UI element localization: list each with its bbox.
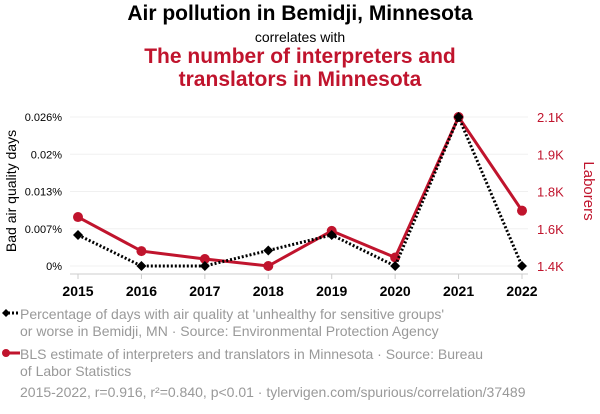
title2-line2: translators in Minnesota (178, 68, 422, 91)
legend-text: or worse in Bemidji, MN · Source: Enviro… (20, 323, 439, 339)
legend-text: of Labor Statistics (20, 363, 132, 379)
data-point-bls (73, 212, 83, 223)
data-point-air (517, 261, 527, 271)
legend-text: BLS estimate of interpreters and transla… (20, 346, 484, 362)
legend-marker-air (2, 309, 10, 317)
y2-tick-label: 2.1K (537, 110, 564, 125)
data-point-air (263, 245, 274, 256)
legend-text: Percentage of days with air quality at '… (20, 306, 445, 322)
data-point-air (136, 261, 147, 271)
data-point-air (326, 229, 337, 240)
y-tick-label: 0.013% (25, 187, 63, 199)
y2-axis-label: Laborers (580, 161, 597, 220)
y-tick-label: 0.02% (31, 149, 62, 161)
x-tick-label: 2017 (189, 283, 220, 299)
series-line-bls (77, 113, 524, 268)
y-tick-label: 0.007% (25, 224, 63, 236)
legend-marker-bls (2, 349, 10, 357)
title2-line1: The number of interpreters and (144, 45, 456, 68)
x-tick-label: 2019 (316, 283, 347, 299)
y2-tick-label: 1.8K (537, 185, 564, 200)
x-tick-label: 2021 (443, 283, 474, 299)
data-point-air (73, 229, 83, 240)
y2-tick-label: 1.6K (537, 222, 564, 237)
legend-item-bls: BLS estimate of interpreters and transla… (20, 346, 483, 380)
correlates-with: correlates with (254, 29, 346, 45)
legend-item-air: Percentage of days with air quality at '… (20, 306, 444, 340)
y-axis-label: Bad air quality days (3, 130, 19, 252)
data-point-bls (517, 205, 527, 216)
x-tick-label: 2020 (380, 283, 411, 299)
x-tick-label: 2016 (126, 283, 157, 299)
x-tick-label: 2015 (62, 283, 93, 299)
x-tick-label: 2022 (506, 283, 537, 299)
x-tick-label: 2018 (253, 283, 284, 299)
data-point-bls (136, 246, 147, 257)
data-point-bls (263, 261, 274, 271)
data-point-air (390, 261, 401, 271)
y2-tick-label: 1.4K (537, 259, 564, 274)
chart-title-2: The number of interpreters and translator… (0, 45, 600, 91)
footer: 2015-2022, r=0.916, r²=0.840, p<0.01 · t… (20, 384, 526, 400)
data-point-air (453, 112, 464, 122)
data-point-air (199, 261, 210, 271)
chart-title: Air pollution in Bemidji, Minnesota (127, 2, 473, 25)
y-tick-label: 0.026% (25, 112, 63, 124)
y-tick-label: 0% (46, 261, 62, 273)
y2-tick-label: 1.9K (537, 147, 564, 162)
series-line-air (77, 113, 524, 269)
data-point-bls (199, 253, 210, 264)
